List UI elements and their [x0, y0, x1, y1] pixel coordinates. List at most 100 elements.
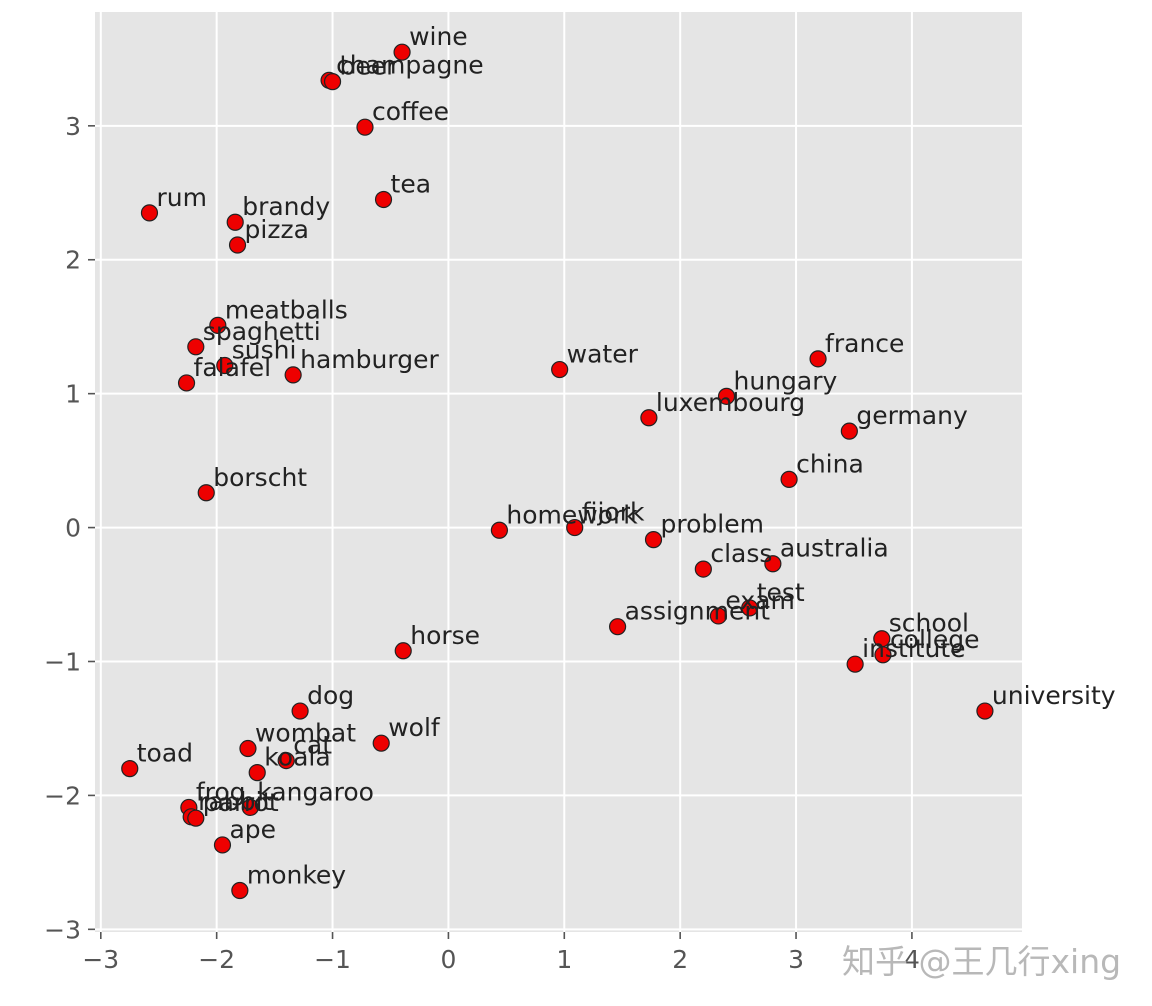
point-label: meatballs — [225, 295, 348, 324]
data-point — [239, 739, 257, 758]
data-point — [764, 555, 782, 573]
data-point — [394, 642, 412, 660]
point-label: homework — [506, 500, 638, 529]
point-label: wolf — [388, 713, 441, 742]
data-point — [976, 702, 994, 720]
point-label: hungary — [734, 366, 838, 395]
x-tick-label: 4 — [904, 945, 920, 974]
data-point — [277, 751, 295, 770]
point-label: sushi — [232, 336, 297, 365]
data-point — [248, 764, 266, 782]
data-point — [228, 236, 247, 254]
watermark-text: 知乎 @王几行xing — [842, 942, 1122, 981]
point-label: coffee — [372, 97, 449, 126]
x-tick-label: −2 — [198, 945, 235, 974]
point-label: brandy — [242, 192, 330, 221]
data-point — [291, 702, 309, 720]
point-label: monkey — [247, 860, 346, 889]
data-point — [717, 387, 736, 405]
data-point — [640, 409, 658, 427]
data-point — [140, 204, 159, 222]
y-tick-label: 3 — [65, 112, 81, 141]
point-label: rabbit — [198, 787, 272, 816]
x-tick-label: 3 — [788, 945, 804, 974]
data-point — [490, 521, 509, 539]
point-label: frog — [196, 777, 246, 806]
data-point — [374, 190, 393, 209]
data-point — [216, 356, 234, 375]
point-label: water — [567, 340, 639, 369]
data-point — [372, 734, 390, 752]
point-label: tea — [391, 169, 432, 198]
point-label: koala — [264, 743, 330, 772]
data-point — [121, 760, 139, 778]
axis-ticks: −3 −2 −1 0 1 2 3 4 −3 −2 −1 0 1 2 3 — [44, 112, 920, 974]
point-label: pizza — [245, 215, 309, 244]
x-tick-label: 0 — [440, 945, 456, 974]
data-point — [608, 618, 627, 636]
data-point — [356, 118, 374, 136]
point-label: test — [757, 578, 805, 607]
data-point — [187, 338, 205, 356]
data-point — [551, 360, 569, 379]
y-tick-label: −1 — [44, 647, 81, 676]
data-point — [846, 655, 864, 673]
point-label: exam — [725, 586, 794, 615]
plot-area — [95, 12, 1022, 932]
point-label: ape — [229, 815, 276, 844]
point-label: rum — [156, 183, 206, 212]
x-tick-label: −1 — [314, 945, 351, 974]
point-label: assignment — [625, 597, 771, 626]
point-label: toad — [137, 739, 193, 768]
point-label: luxembourg — [656, 388, 805, 417]
x-tick-label: −3 — [82, 945, 119, 974]
data-point — [209, 316, 227, 334]
y-tick-label: 1 — [65, 380, 81, 409]
point-label: kangaroo — [257, 777, 374, 806]
y-tick-label: 2 — [65, 246, 81, 275]
data-point — [840, 422, 858, 440]
point-label: class — [710, 539, 772, 568]
point-label: hamburger — [300, 345, 439, 374]
point-label: problem — [661, 510, 764, 539]
point-label: wombat — [255, 719, 356, 748]
point-label: spaghetti — [203, 317, 321, 346]
data-point — [874, 646, 892, 664]
point-label: germany — [856, 401, 968, 430]
point-label: cat — [293, 731, 332, 760]
point-label: school — [889, 609, 969, 638]
point-label: parrot — [203, 788, 279, 817]
point-label: borscht — [213, 463, 307, 492]
data-point — [566, 518, 584, 537]
data-point — [694, 560, 712, 578]
data-point — [226, 213, 244, 231]
point-label: college — [890, 625, 980, 654]
data-point — [213, 836, 232, 854]
data-point — [809, 350, 827, 368]
data-point — [187, 809, 205, 827]
point-label: falafel — [194, 353, 272, 382]
point-label: horse — [410, 621, 480, 650]
data-point — [780, 470, 798, 488]
x-tick-label: 1 — [556, 945, 572, 974]
point-label: wine — [409, 22, 468, 51]
point-label: university — [992, 681, 1116, 710]
grid — [95, 12, 1022, 932]
point-label: australia — [780, 534, 889, 563]
data-point — [323, 73, 342, 91]
data-point — [709, 607, 728, 625]
point-label: china — [796, 449, 864, 478]
point-label: france — [825, 329, 904, 358]
point-label: institute — [862, 634, 965, 663]
data-point — [644, 531, 663, 549]
point-label: fijork — [582, 498, 645, 527]
data-point — [741, 599, 759, 617]
point-label: champagne — [336, 50, 484, 79]
y-tick-label: −3 — [44, 915, 81, 944]
y-tick-label: −2 — [44, 781, 81, 810]
data-point — [284, 366, 302, 384]
y-tick-label: 0 — [65, 514, 81, 543]
point-label: beer — [340, 52, 398, 81]
